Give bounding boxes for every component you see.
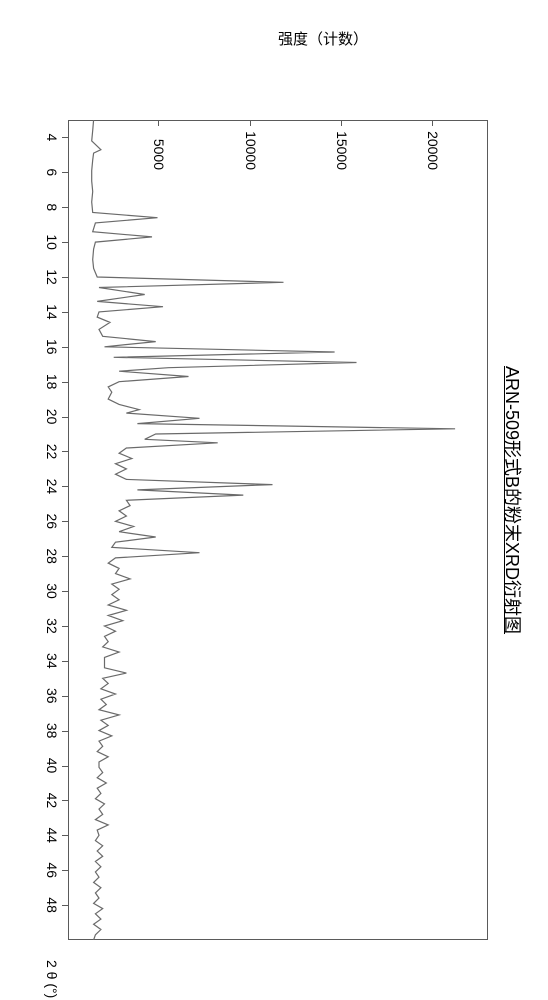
y-tick-label: 5000	[151, 139, 167, 170]
x-tick	[62, 207, 68, 208]
x-tick-label: 32	[44, 618, 60, 634]
xrd-line	[68, 120, 488, 940]
y-tick	[341, 120, 342, 126]
x-tick-label: 4	[44, 134, 60, 142]
x-tick-label: 6	[44, 168, 60, 176]
y-tick	[432, 120, 433, 126]
x-tick-label: 40	[44, 758, 60, 774]
x-tick	[62, 486, 68, 487]
y-axis-label: 强度（计数）	[278, 28, 368, 49]
x-tick-label: 12	[44, 269, 60, 285]
x-tick	[62, 626, 68, 627]
x-tick	[62, 591, 68, 592]
x-tick	[62, 905, 68, 906]
y-tick-label: 15000	[334, 131, 350, 170]
x-tick	[62, 451, 68, 452]
x-tick-label: 24	[44, 479, 60, 495]
x-tick	[62, 661, 68, 662]
x-tick	[62, 277, 68, 278]
x-tick	[62, 417, 68, 418]
x-tick	[62, 835, 68, 836]
x-tick	[62, 242, 68, 243]
x-tick	[62, 766, 68, 767]
x-tick-label: 48	[44, 897, 60, 913]
x-tick-label: 28	[44, 548, 60, 564]
x-tick-label: 26	[44, 513, 60, 529]
x-tick	[62, 731, 68, 732]
chart-title: ARN-509形式B的粉末XRD衍射图	[500, 366, 526, 634]
x-tick-label: 36	[44, 688, 60, 704]
x-tick-label: 30	[44, 583, 60, 599]
x-tick	[62, 696, 68, 697]
x-tick-label: 14	[44, 304, 60, 320]
x-tick-label: 44	[44, 828, 60, 844]
x-tick	[62, 347, 68, 348]
x-tick-label: 16	[44, 339, 60, 355]
x-tick-label: 34	[44, 653, 60, 669]
x-axis-label: 2 θ (°)	[44, 960, 60, 998]
y-tick	[250, 120, 251, 126]
x-tick	[62, 521, 68, 522]
x-tick	[62, 137, 68, 138]
x-tick	[62, 870, 68, 871]
x-tick	[62, 312, 68, 313]
y-tick-label: 10000	[243, 131, 259, 170]
x-tick-label: 10	[44, 234, 60, 250]
x-tick	[62, 800, 68, 801]
x-tick-label: 46	[44, 862, 60, 878]
y-tick-label: 20000	[425, 131, 441, 170]
x-tick-label: 22	[44, 444, 60, 460]
x-tick-label: 38	[44, 723, 60, 739]
x-tick-label: 20	[44, 409, 60, 425]
x-tick-label: 18	[44, 374, 60, 390]
chart-container: ARN-509形式B的粉末XRD衍射图 强度（计数） 2 θ (°) 46810…	[0, 0, 548, 1000]
x-tick	[62, 556, 68, 557]
x-tick-label: 42	[44, 793, 60, 809]
y-tick	[158, 120, 159, 126]
x-tick	[62, 172, 68, 173]
x-tick	[62, 382, 68, 383]
x-tick-label: 8	[44, 203, 60, 211]
